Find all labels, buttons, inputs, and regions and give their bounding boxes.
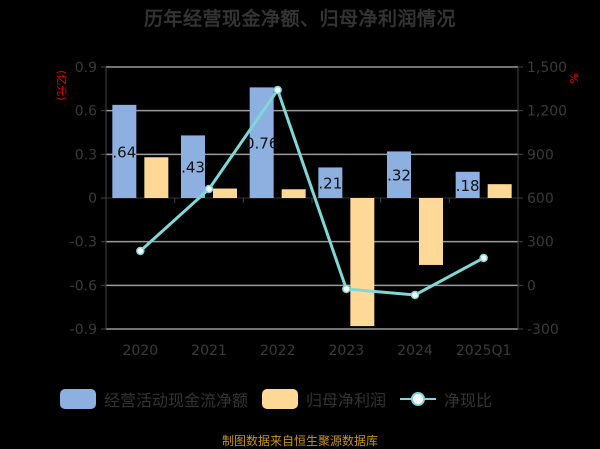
bar-ocf bbox=[112, 104, 137, 198]
source-note: 制图数据来自恒生聚源数据库 bbox=[221, 434, 378, 448]
bar-profit bbox=[487, 184, 512, 198]
legend-label: 净现比 bbox=[444, 391, 493, 410]
left-axis-tick: -0.9 bbox=[70, 322, 97, 338]
legend-label: 归母净利润 bbox=[306, 391, 387, 410]
ratio-point bbox=[479, 253, 488, 263]
bar-ocf bbox=[249, 87, 274, 198]
bar-value-label: .18 bbox=[456, 177, 480, 195]
bar-profit bbox=[144, 157, 169, 198]
legend: 经营活动现金流净额 归母净利润 净现比 bbox=[60, 387, 506, 411]
legend-swatch-blue bbox=[60, 389, 96, 409]
legend-item-profit[interactable]: 归母净利润 bbox=[262, 387, 386, 411]
bar-profit bbox=[350, 198, 375, 327]
bar-ocf bbox=[455, 171, 480, 198]
bar-profit bbox=[419, 198, 443, 265]
x-axis-label: 2023 bbox=[329, 343, 365, 359]
right-axis-tick: -300 bbox=[527, 322, 559, 338]
bar-ocf bbox=[318, 167, 343, 198]
x-axis-label: 2024 bbox=[397, 343, 433, 359]
bar-profit bbox=[281, 189, 306, 198]
chart-title: 历年经营现金净额、归母净利润情况 bbox=[143, 8, 456, 30]
right-axis-tick: 600 bbox=[527, 191, 554, 207]
right-axis-tick: 1,200 bbox=[527, 104, 567, 120]
legend-swatch-orange bbox=[262, 389, 299, 409]
x-axis-label: 2021 bbox=[191, 343, 227, 359]
legend-item-ratio[interactable]: 净现比 bbox=[400, 387, 492, 411]
bar-value-label: 0.76 bbox=[245, 135, 278, 153]
left-axis-unit: (亿元) bbox=[55, 70, 68, 101]
x-axis-label: 2020 bbox=[123, 343, 159, 359]
right-axis-tick: 1,500 bbox=[527, 60, 567, 76]
legend-line-marker-icon bbox=[400, 389, 437, 409]
right-axis-tick: 900 bbox=[527, 147, 554, 163]
ratio-point bbox=[273, 85, 282, 95]
x-axis-label: 2025Q1 bbox=[456, 343, 512, 359]
bar-value-label: .32 bbox=[387, 167, 411, 185]
right-axis-tick: 0 bbox=[527, 278, 536, 294]
bar-value-label: .43 bbox=[181, 159, 205, 177]
bar-ocf bbox=[387, 151, 411, 198]
bar-ocf bbox=[181, 135, 205, 198]
ratio-point bbox=[204, 184, 214, 194]
ratio-point bbox=[410, 290, 420, 300]
bar-value-label: .64 bbox=[112, 143, 136, 161]
bar-value-label: .21 bbox=[318, 175, 342, 193]
left-axis-tick: 0.6 bbox=[75, 104, 97, 120]
bar-profit bbox=[213, 188, 237, 198]
right-axis-unit: % bbox=[567, 73, 580, 83]
left-axis-tick: 0 bbox=[88, 191, 97, 207]
left-axis-tick: 0.9 bbox=[75, 60, 97, 76]
right-axis-tick: 300 bbox=[527, 235, 554, 251]
left-axis-tick: 0.3 bbox=[75, 147, 97, 163]
x-axis-label: 2022 bbox=[260, 343, 296, 359]
left-axis-tick: -0.6 bbox=[70, 278, 97, 294]
left-axis-tick: -0.3 bbox=[70, 235, 97, 251]
ratio-point bbox=[136, 246, 145, 256]
legend-label: 经营活动现金流净额 bbox=[104, 391, 249, 410]
legend-item-ocf[interactable]: 经营活动现金流净额 bbox=[60, 387, 248, 411]
ratio-point bbox=[342, 284, 351, 294]
ratio-line bbox=[139, 86, 485, 297]
